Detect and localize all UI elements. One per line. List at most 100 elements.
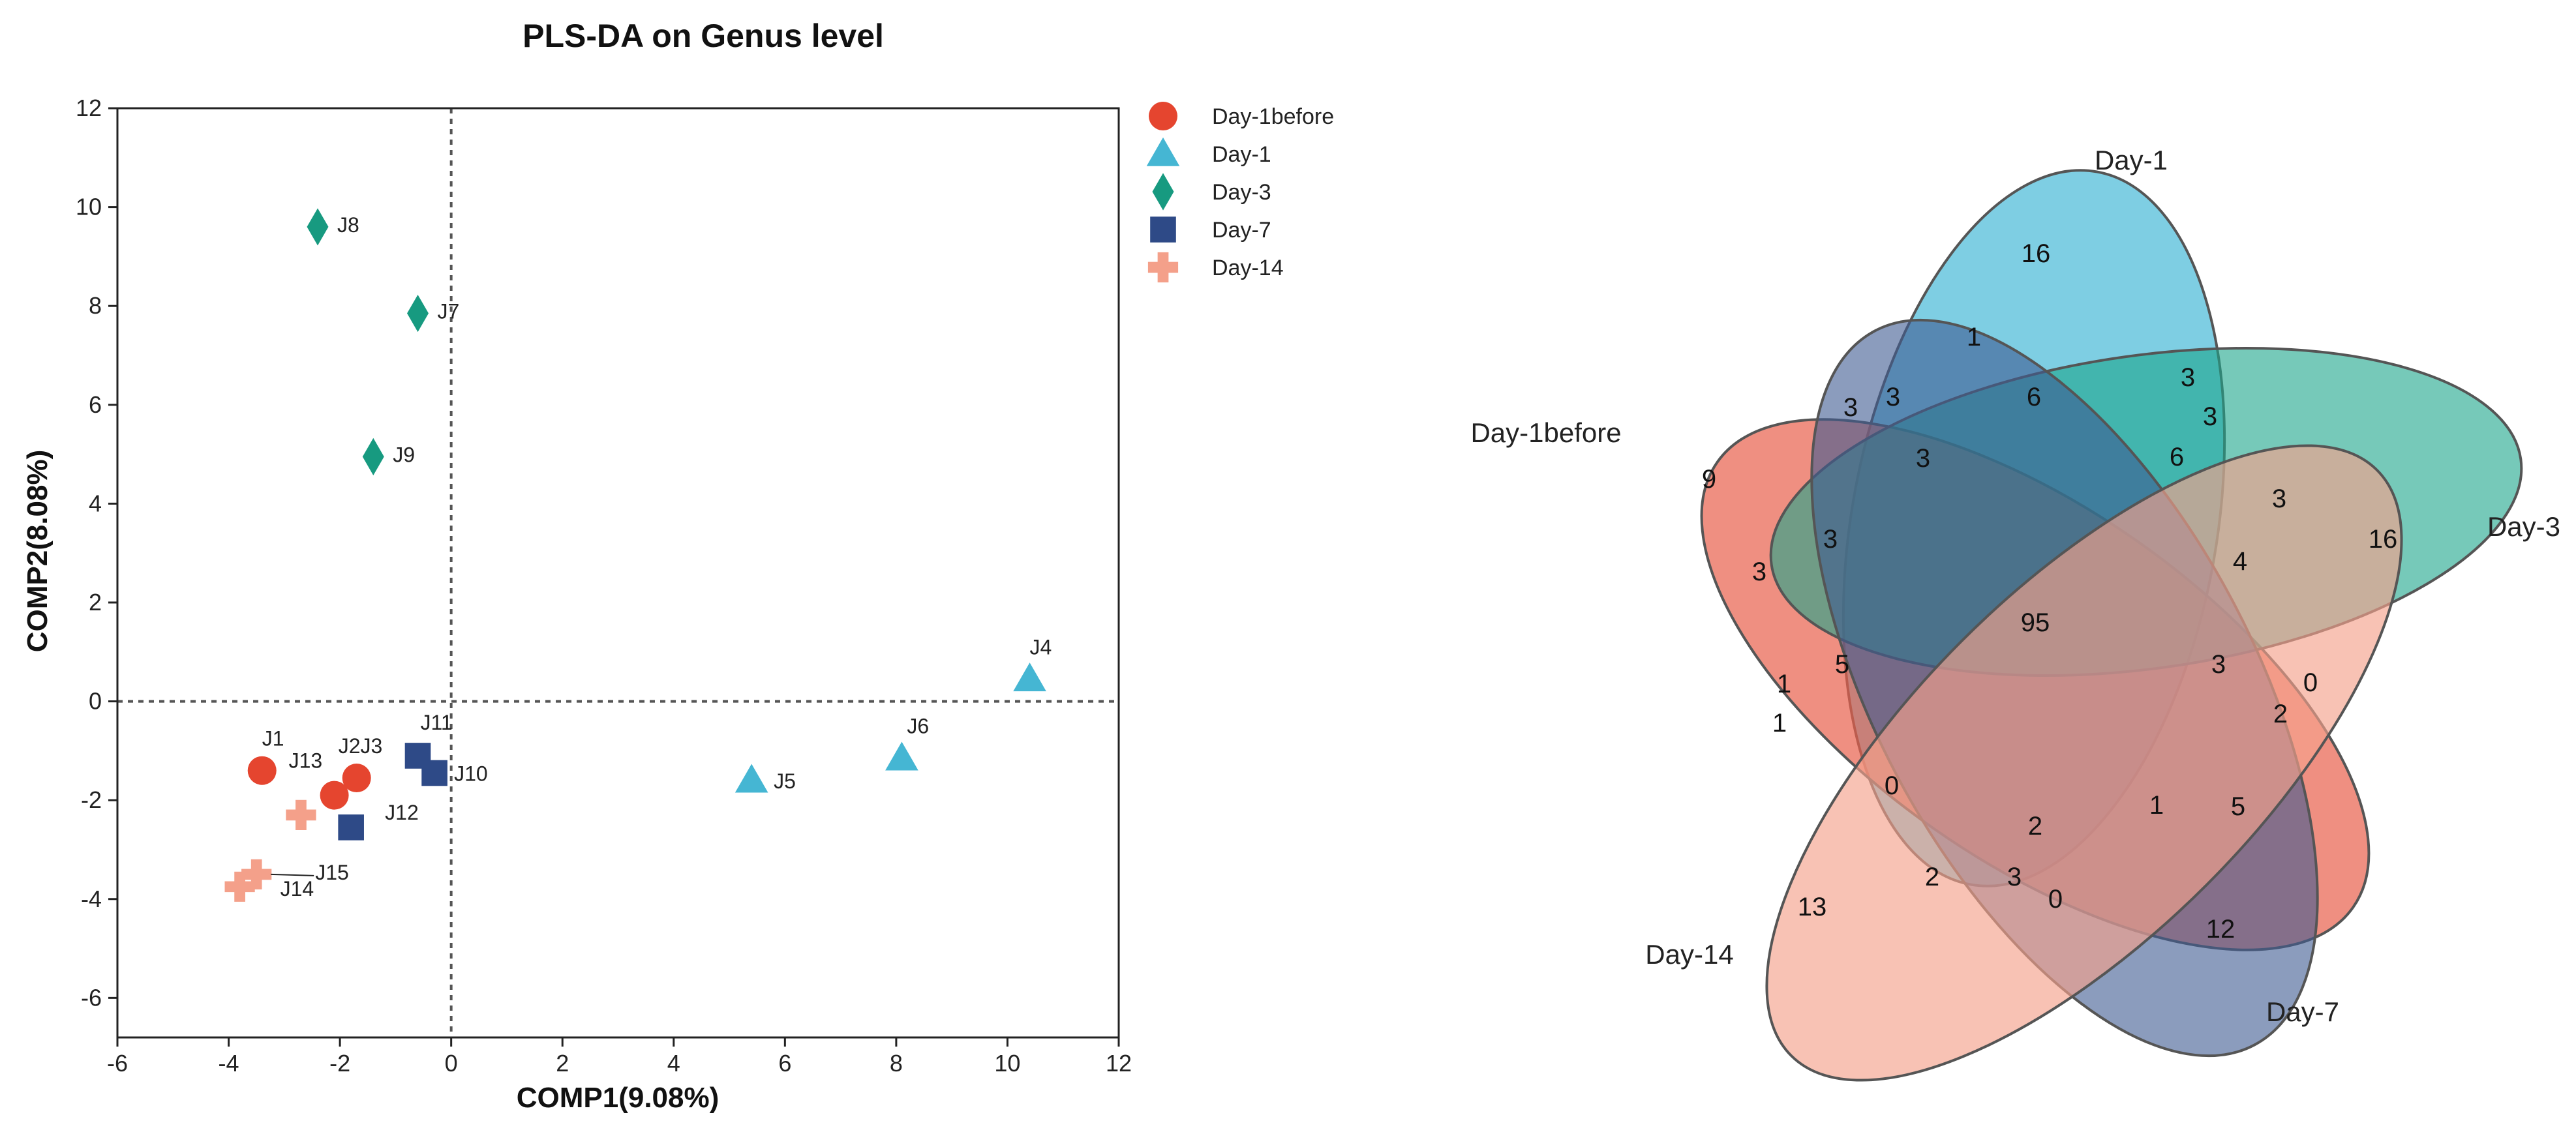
venn-count: 95 xyxy=(2021,608,2050,637)
venn-count: 5 xyxy=(1835,650,1849,679)
point-day-1 xyxy=(1013,663,1046,692)
point-label-j5: J5 xyxy=(774,769,796,793)
point-day-7 xyxy=(421,760,447,786)
y-tick-label: 4 xyxy=(89,490,102,516)
point-day-1before xyxy=(320,781,349,810)
venn-count: 16 xyxy=(2369,525,2398,554)
y-tick-label: 2 xyxy=(89,589,102,616)
venn-set-day-14 xyxy=(1765,444,2403,1082)
venn-count: 5 xyxy=(2231,792,2245,821)
venn-count: 2 xyxy=(1925,863,1939,891)
x-tick-label: -2 xyxy=(329,1050,350,1077)
legend-label-day-7: Day-7 xyxy=(1212,218,1271,243)
venn-count: 12 xyxy=(2206,915,2235,944)
point-day-1before xyxy=(342,764,371,793)
x-tick-label: 8 xyxy=(890,1050,903,1077)
venn-count: 3 xyxy=(1843,393,1858,422)
venn-count: 1 xyxy=(1967,323,1981,351)
venn-count: 0 xyxy=(1885,771,1899,800)
venn-count: 3 xyxy=(1916,444,1930,473)
venn-count: 3 xyxy=(2203,402,2217,431)
x-axis-ticks: -6 -4 -2 0 2 4 6 8 10 12 xyxy=(107,1037,1132,1077)
point-day-3 xyxy=(362,438,384,475)
point-label-j8: J8 xyxy=(337,213,359,237)
y-tick-label: 0 xyxy=(89,688,102,715)
x-tick-label: 6 xyxy=(778,1050,791,1077)
venn-count: 4 xyxy=(2233,547,2247,576)
venn-count: 2 xyxy=(2028,812,2042,841)
chart-title: PLS-DA on Genus level xyxy=(523,18,884,54)
venn-count: 1 xyxy=(1777,670,1791,698)
point-day-3 xyxy=(407,294,429,333)
venn-count: 6 xyxy=(2027,383,2041,411)
x-axis-label: COMP1(9.08%) xyxy=(517,1082,720,1114)
pls-da-scatter-chart: PLS-DA on Genus level -6 -4 -2 0 2 4 6 8 10 12 -6… xyxy=(22,18,1334,1114)
legend-marker-day-14 xyxy=(1147,252,1179,283)
point-label-j14: J14 xyxy=(280,877,314,901)
venn-count: 9 xyxy=(1702,465,1716,494)
legend-marker-day-3 xyxy=(1152,173,1174,211)
venn-count: 0 xyxy=(2048,885,2063,914)
venn-label-day-7: Day-7 xyxy=(2266,996,2339,1027)
y-tick-label: -4 xyxy=(81,886,102,912)
point-day-14 xyxy=(241,859,272,889)
y-tick-label: -2 xyxy=(81,786,102,813)
legend-marker-day-1 xyxy=(1146,137,1180,166)
venn-count: 3 xyxy=(2181,363,2195,392)
point-day-1 xyxy=(885,741,918,771)
point-label-j6: J6 xyxy=(907,715,929,738)
point-label-j1: J1 xyxy=(262,727,284,751)
point-day-1 xyxy=(735,764,768,793)
leader-line-j15 xyxy=(271,873,314,876)
venn-count: 1 xyxy=(1772,709,1787,737)
legend-label-day-3: Day-3 xyxy=(1212,180,1271,205)
point-label-j7: J7 xyxy=(438,300,460,323)
venn-count: 3 xyxy=(1752,558,1766,586)
legend: Day-1before Day-1 Day-3 Day-7 Day-14 xyxy=(1146,102,1334,283)
venn-count: 1 xyxy=(2149,791,2164,820)
y-tick-label: 12 xyxy=(76,95,102,121)
venn-label-day-1before: Day-1before xyxy=(1470,417,1621,448)
venn-count: 16 xyxy=(2022,239,2051,268)
y-tick-label: 6 xyxy=(89,391,102,418)
venn-label-day-3: Day-3 xyxy=(2487,511,2560,542)
venn-count: 6 xyxy=(2170,443,2184,471)
point-label-j9: J9 xyxy=(393,443,415,466)
venn-count: 0 xyxy=(2303,668,2318,697)
venn-region-counts: 16 1 3 3 6 3 3 9 3 6 3 16 3 3 4 95 5 1 3… xyxy=(1702,239,2397,944)
point-day-14 xyxy=(224,871,255,902)
point-day-7 xyxy=(338,814,364,841)
x-tick-label: 2 xyxy=(556,1050,569,1077)
point-label-j15: J15 xyxy=(315,861,349,884)
venn-count: 3 xyxy=(1886,383,1900,411)
reference-lines xyxy=(117,108,1119,1037)
x-tick-label: 4 xyxy=(667,1050,680,1077)
point-label-j2j3: J2J3 xyxy=(339,734,383,758)
x-tick-label: 12 xyxy=(1106,1050,1132,1077)
venn-label-day-1: Day-1 xyxy=(2095,145,2168,175)
legend-marker-day-1before xyxy=(1149,102,1177,130)
point-day-14 xyxy=(286,799,316,831)
venn-count: 3 xyxy=(1823,525,1838,554)
y-axis-ticks: -6 -4 -2 0 2 4 6 8 10 12 xyxy=(76,95,117,1011)
point-day-1before xyxy=(247,756,277,785)
legend-label-day-1: Day-1 xyxy=(1212,142,1271,167)
data-points xyxy=(224,208,1046,902)
y-tick-label: -6 xyxy=(81,984,102,1011)
legend-marker-day-7 xyxy=(1150,216,1176,243)
x-tick-label: 0 xyxy=(445,1050,458,1077)
y-tick-label: 10 xyxy=(76,194,102,220)
legend-label-day-1before: Day-1before xyxy=(1212,104,1334,129)
point-day-3 xyxy=(307,208,329,246)
legend-label-day-14: Day-14 xyxy=(1212,256,1284,280)
venn-count: 2 xyxy=(2273,700,2288,728)
y-tick-label: 8 xyxy=(89,292,102,319)
x-tick-label: 10 xyxy=(994,1050,1020,1077)
venn-count: 3 xyxy=(2272,484,2286,513)
point-label-j11: J11 xyxy=(421,711,453,734)
point-label-j13: J13 xyxy=(289,749,323,773)
venn-diagram: Day-1 Day-1before Day-3 Day-14 Day-7 16 … xyxy=(1470,145,2560,1082)
point-label-j4: J4 xyxy=(1030,635,1052,659)
